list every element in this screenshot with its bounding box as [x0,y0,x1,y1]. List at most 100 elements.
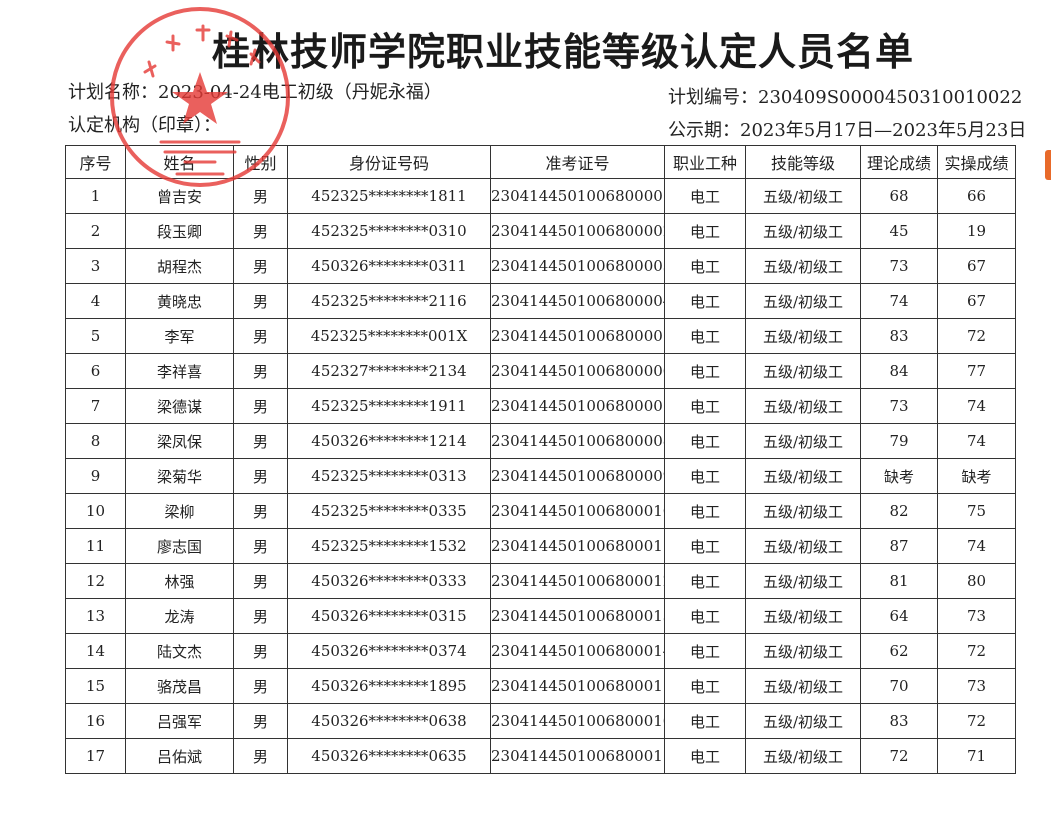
cell-practical-score: 75 [937,493,1016,529]
table-header: 序号 姓名 性别 身份证号码 准考证号 职业工种 技能等级 理论成绩 实操成绩 [65,145,1016,179]
cell-skill-level: 五级/初级工 [745,563,861,599]
plan-name-label: 计划名称： [68,82,158,103]
cell-theory-score: 45 [860,213,938,249]
cell-practical-score: 71 [937,738,1016,774]
cell-exam-number: 2304144501006800007 [490,388,665,424]
cell-theory-score: 83 [860,703,938,739]
plan-name: 计划名称：2023-04-24电工初级（丹妮永福） [68,82,442,104]
cell-exam-number: 2304144501006800014 [490,633,665,669]
plan-no: 计划编号：230409S0000450310010022 [668,87,1022,109]
cell-skill-level: 五级/初级工 [745,668,861,704]
cell-skill-level: 五级/初级工 [745,703,861,739]
plan-name-value: 2023-04-24电工初级（丹妮永福） [158,82,442,103]
cell-id-number: 450326********0333 [287,563,491,599]
cell-exam-number: 2304144501006800016 [490,703,665,739]
cell-theory-score: 82 [860,493,938,529]
cell-practical-score: 72 [937,633,1016,669]
table-row: 8 梁凤保男 450326********1214 23041445010068000… [65,423,1016,459]
table-row: 12 林强男 450326********0333 23041445010068000… [65,563,1016,599]
table-row: 16 吕强军男 450326********0638 2304144501006800… [65,703,1016,739]
cell-id-number: 450326********0315 [287,598,491,634]
header-occupation: 职业工种 [664,145,746,179]
cell-seq: 4 [65,283,126,319]
cell-gender: 男 [233,668,288,704]
cell-occupation: 电工 [664,283,746,319]
cell-practical-score: 72 [937,703,1016,739]
table-row: 9 梁菊华男 452325********0313 23041445010068000… [65,458,1016,494]
cell-gender: 男 [233,633,288,669]
cell-seq: 16 [65,703,126,739]
cell-practical-score: 缺考 [937,458,1016,494]
header-practical-score: 实操成绩 [937,145,1016,179]
cell-exam-number: 2304144501006800017 [490,738,665,774]
cell-name: 骆茂昌 [125,668,234,704]
cell-gender: 男 [233,563,288,599]
cell-id-number: 452325********2116 [287,283,491,319]
header-gender: 性别 [233,145,288,179]
cell-exam-number: 2304144501006800005 [490,318,665,354]
cell-gender: 男 [233,318,288,354]
header-exam-number: 准考证号 [490,145,665,179]
cell-theory-score: 62 [860,633,938,669]
cell-practical-score: 73 [937,598,1016,634]
header-id-number: 身份证号码 [287,145,491,179]
cell-name: 胡程杰 [125,248,234,284]
cell-exam-number: 2304144501006800015 [490,668,665,704]
cell-practical-score: 19 [937,213,1016,249]
cell-seq: 11 [65,528,126,564]
cell-exam-number: 2304144501006800003 [490,248,665,284]
cell-theory-score: 81 [860,563,938,599]
cell-occupation: 电工 [664,528,746,564]
cell-id-number: 450326********0311 [287,248,491,284]
cell-seq: 1 [65,178,126,214]
cell-occupation: 电工 [664,353,746,389]
cell-gender: 男 [233,703,288,739]
cell-occupation: 电工 [664,668,746,704]
cell-name: 李祥喜 [125,353,234,389]
cell-gender: 男 [233,458,288,494]
cell-id-number: 452325********0313 [287,458,491,494]
org-label: 认定机构（印章）： [68,115,221,136]
cell-gender: 男 [233,353,288,389]
cell-seq: 8 [65,423,126,459]
header-theory-score: 理论成绩 [860,145,938,179]
cell-gender: 男 [233,178,288,214]
cell-exam-number: 2304144501006800008 [490,423,665,459]
cell-seq: 15 [65,668,126,704]
cell-exam-number: 2304144501006800001 [490,178,665,214]
cell-theory-score: 73 [860,388,938,424]
cell-occupation: 电工 [664,213,746,249]
cell-exam-number: 2304144501006800002 [490,213,665,249]
period: 公示期：2023年5月17日—2023年5月23日 [668,120,1026,142]
cell-exam-number: 2304144501006800006 [490,353,665,389]
cell-practical-score: 74 [937,528,1016,564]
cell-theory-score: 缺考 [860,458,938,494]
cell-practical-score: 74 [937,423,1016,459]
cell-id-number: 452325********1811 [287,178,491,214]
cell-id-number: 450326********1895 [287,668,491,704]
cell-exam-number: 2304144501006800012 [490,563,665,599]
cell-seq: 12 [65,563,126,599]
cell-occupation: 电工 [664,178,746,214]
cell-name: 梁柳 [125,493,234,529]
cell-occupation: 电工 [664,318,746,354]
cell-theory-score: 64 [860,598,938,634]
cell-skill-level: 五级/初级工 [745,458,861,494]
cell-id-number: 452325********001X [287,318,491,354]
cell-id-number: 452325********0335 [287,493,491,529]
cell-exam-number: 2304144501006800010 [490,493,665,529]
plan-no-value: 230409S0000450310010022 [758,87,1023,108]
cell-occupation: 电工 [664,633,746,669]
cell-name: 段玉卿 [125,213,234,249]
cell-id-number: 452325********1911 [287,388,491,424]
cell-id-number: 452325********0310 [287,213,491,249]
cell-occupation: 电工 [664,458,746,494]
cell-name: 廖志国 [125,528,234,564]
table-row: 6 李祥喜男 452327********2134 23041445010068000… [65,353,1016,389]
header-name: 姓名 [125,145,234,179]
cell-skill-level: 五级/初级工 [745,633,861,669]
cell-id-number: 450326********0638 [287,703,491,739]
cell-seq: 6 [65,353,126,389]
cell-gender: 男 [233,248,288,284]
cell-practical-score: 67 [937,283,1016,319]
